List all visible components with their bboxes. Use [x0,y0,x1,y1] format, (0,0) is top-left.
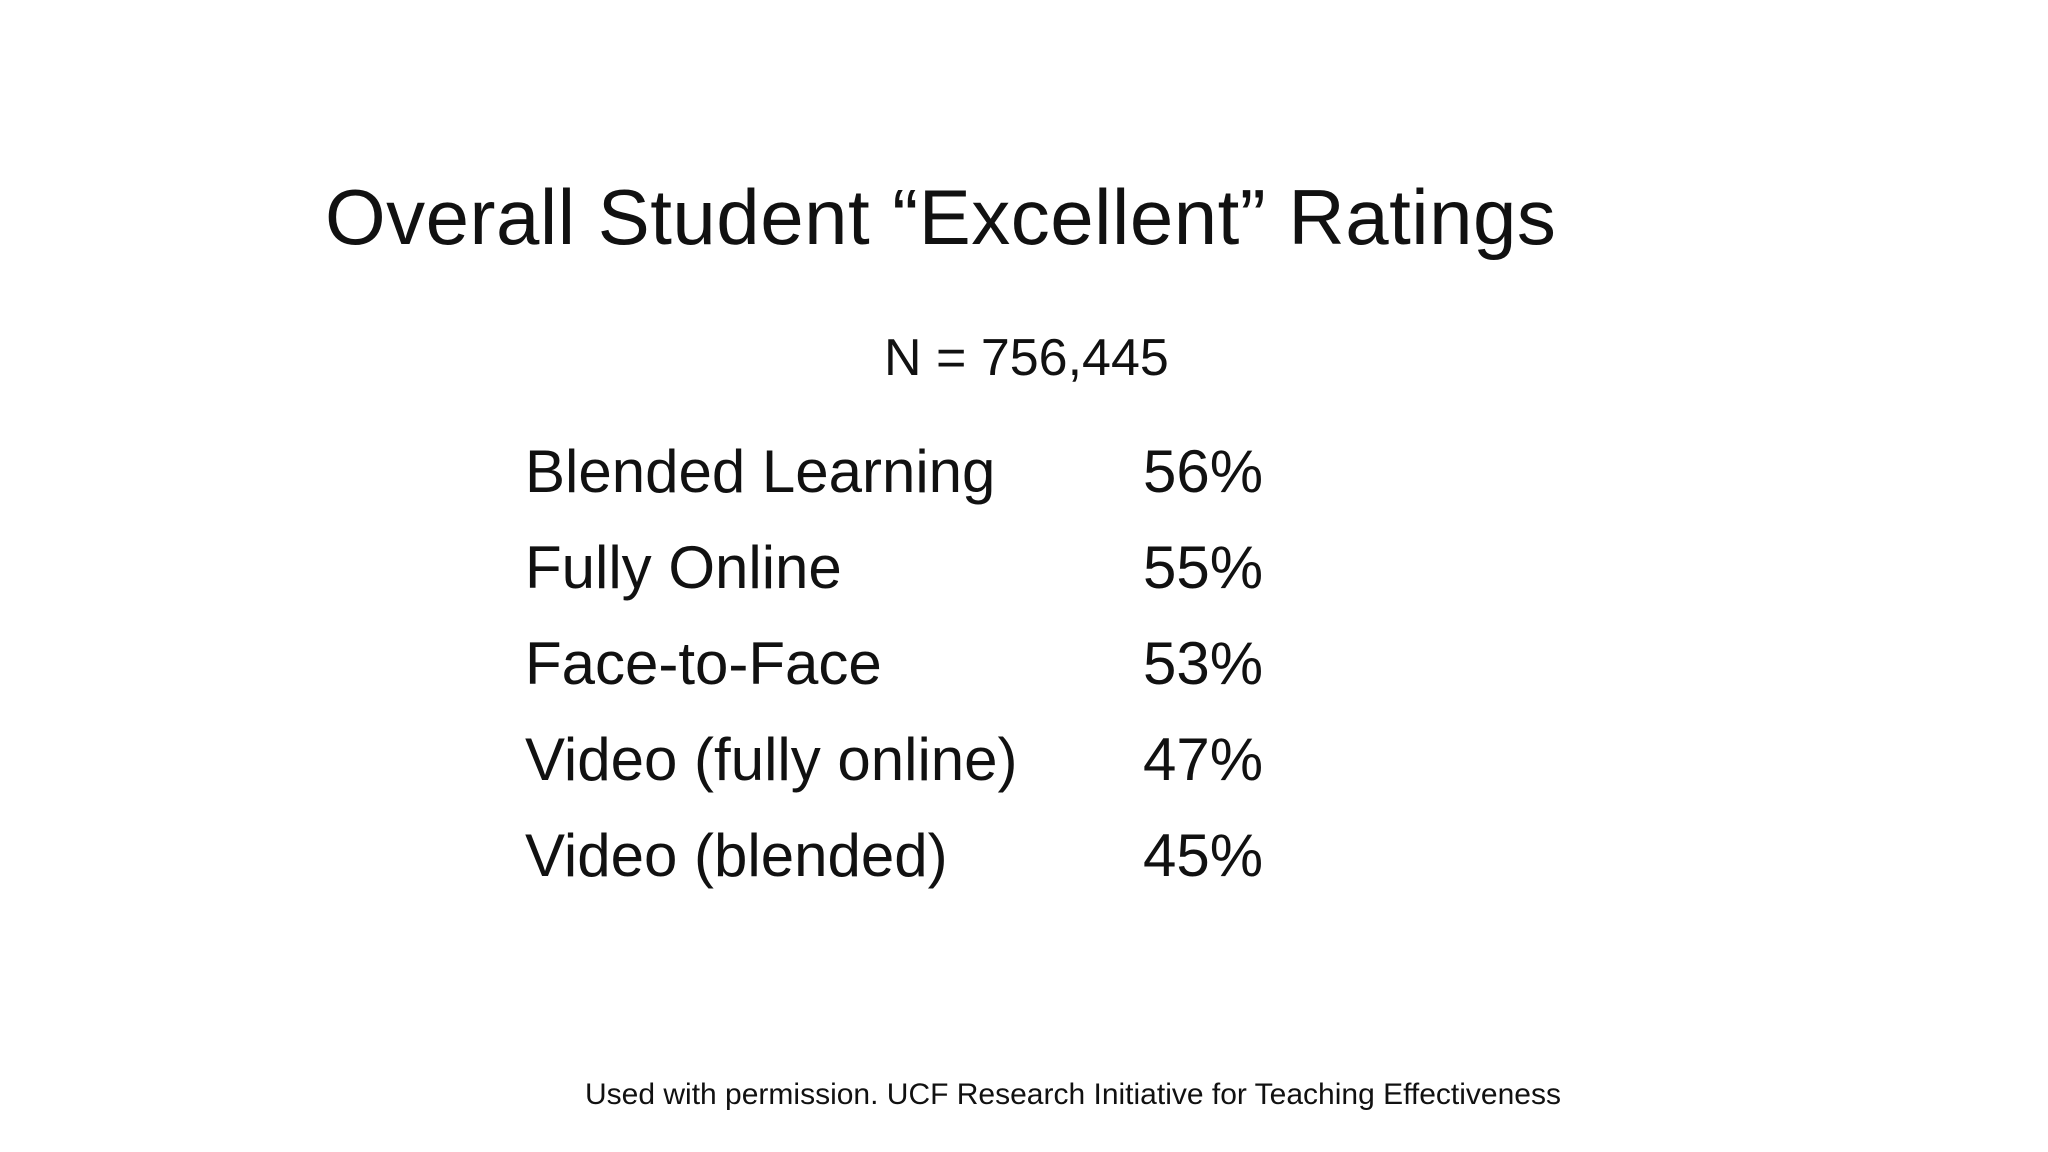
rating-label: Video (blended) [525,822,948,889]
rating-value: 56% [1143,438,1264,505]
rating-label: Blended Learning [525,438,996,505]
sample-size: N = 756,445 [884,329,1169,387]
rating-label: Video (fully online) [525,726,1018,793]
rating-row: Face-to-Face 53% [525,628,1425,724]
rating-row: Video (fully online) 47% [525,724,1425,820]
slide-title: Overall Student “Excellent” Ratings [325,173,1557,261]
rating-value: 47% [1143,726,1264,793]
rating-row: Blended Learning 56% [525,436,1425,532]
ratings-list: Blended Learning 56% Fully Online 55% Fa… [525,436,1425,916]
rating-value: 45% [1143,822,1264,889]
rating-value: 53% [1143,630,1264,697]
rating-row: Video (blended) 45% [525,820,1425,916]
permission-footer: Used with permission. UCF Research Initi… [585,1078,1561,1111]
rating-row: Fully Online 55% [525,532,1425,628]
rating-value: 55% [1143,534,1264,601]
rating-label: Fully Online [525,534,842,601]
rating-label: Face-to-Face [525,630,882,697]
